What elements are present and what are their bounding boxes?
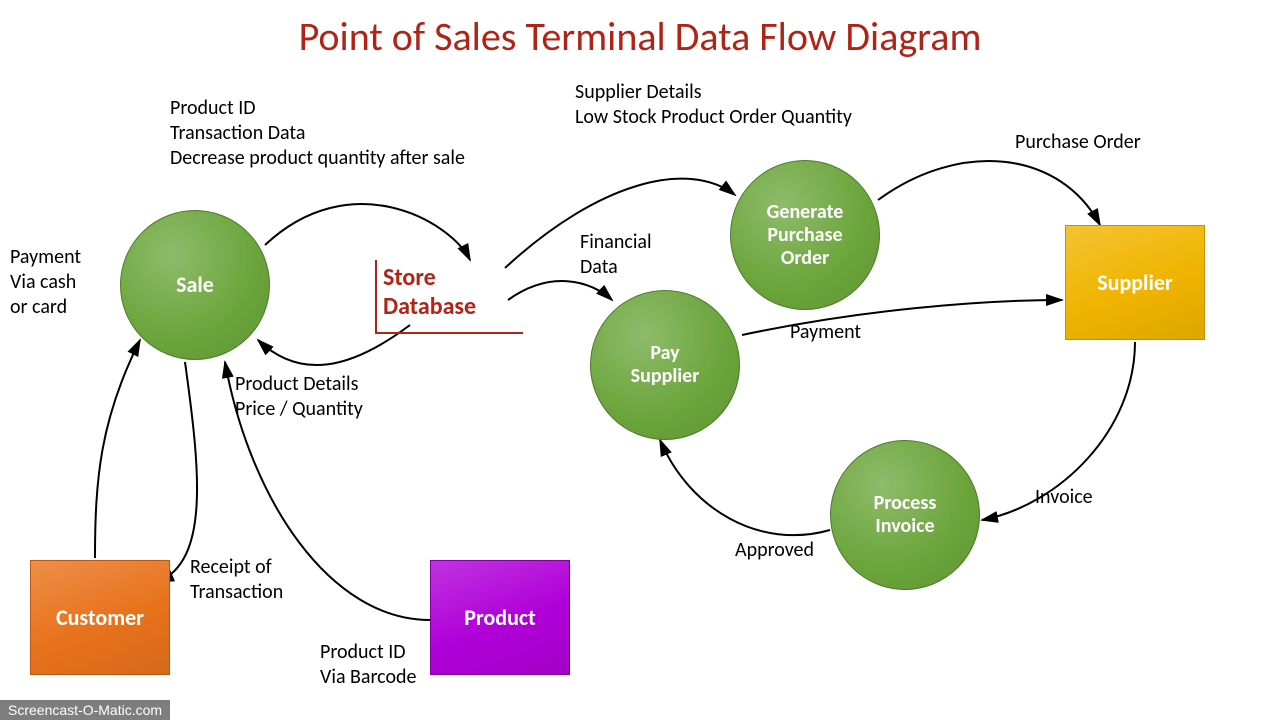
entity-customer: Customer bbox=[30, 560, 170, 675]
flow-label-db-to-paysup: Financial Data bbox=[580, 230, 652, 280]
flow-label-sale-to-customer: Receipt of Transaction bbox=[190, 555, 283, 605]
watermark: Screencast-O-Matic.com bbox=[0, 700, 170, 720]
flow-arrow-sale_to_customer bbox=[158, 362, 197, 582]
process-process-invoice: Process Invoice bbox=[830, 440, 980, 590]
process-pay-supplier: Pay Supplier bbox=[590, 290, 740, 440]
flow-arrow-db_to_paysup bbox=[508, 281, 612, 300]
flow-label-product-to-sale: Product ID Via Barcode bbox=[320, 640, 416, 690]
diagram-title: Point of Sales Terminal Data Flow Diagra… bbox=[0, 12, 1280, 61]
flow-label-supplier-to-procinv: Invoice bbox=[1035, 485, 1093, 510]
datastore-store-database: Store Database bbox=[375, 260, 523, 334]
flow-label-procinv-to-paysup: Approved bbox=[735, 538, 814, 563]
flow-label-genpo-to-supplier: Purchase Order bbox=[1015, 130, 1141, 155]
flow-arrow-sale_to_db bbox=[265, 204, 470, 260]
entity-product: Product bbox=[430, 560, 570, 675]
flow-arrow-genpo_to_supplier bbox=[878, 161, 1100, 225]
process-generate-purchase-order: Generate Purchase Order bbox=[730, 160, 880, 310]
flow-label-customer-to-sale: Payment Via cash or card bbox=[10, 245, 81, 320]
process-sale: Sale bbox=[120, 210, 270, 360]
entity-supplier: Supplier bbox=[1065, 225, 1205, 340]
flow-label-db-to-genpo: Supplier Details Low Stock Product Order… bbox=[575, 80, 852, 130]
flow-arrow-procinv_to_paysup bbox=[660, 440, 830, 535]
flow-label-paysup-to-supplier: Payment bbox=[790, 320, 861, 345]
flow-label-db-to-sale: Product Details Price / Quantity bbox=[235, 372, 363, 422]
flow-label-sale-to-db: Product ID Transaction Data Decrease pro… bbox=[170, 96, 465, 171]
flow-arrow-customer_to_sale bbox=[95, 340, 140, 558]
